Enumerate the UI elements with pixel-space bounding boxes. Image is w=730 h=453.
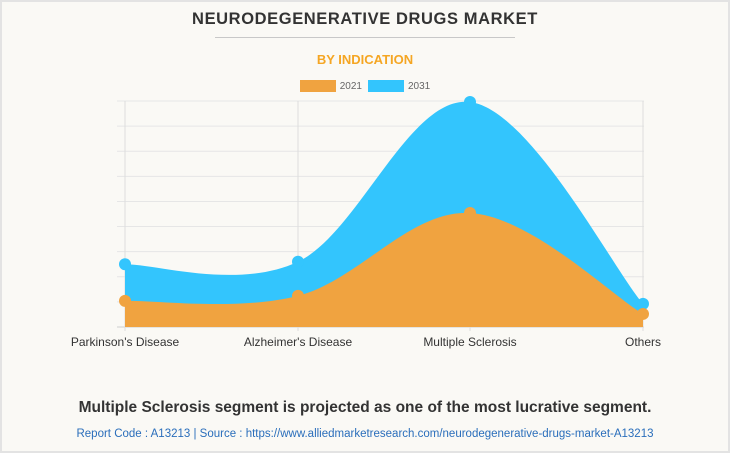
- chart-title: NEURODEGENERATIVE DRUGS MARKET: [192, 10, 538, 28]
- x-axis-labels: Parkinson's Disease Alzheimer's Disease Mu…: [71, 335, 661, 349]
- point-2021-1: [292, 289, 304, 302]
- series-areas: [125, 101, 643, 327]
- point-2021-2: [464, 206, 476, 219]
- chart-subtitle: BY INDICATION: [316, 52, 414, 67]
- area-series-2021: [125, 212, 643, 327]
- headline-text: Multiple Sclerosis segment is projected …: [78, 399, 652, 416]
- legend-label-2021: 2021: [339, 80, 362, 92]
- legend-swatch-2021: [299, 80, 336, 92]
- legend-item-2021[interactable]: 2021: [299, 80, 362, 92]
- source-footer: Report Code : A13213 | Source : https://…: [76, 428, 654, 440]
- x-tick-label: Parkinson's Disease: [71, 335, 180, 349]
- point-2031-1: [292, 255, 304, 268]
- legend: 2021 2031: [0, 80, 730, 92]
- x-tick-label: Multiple Sclerosis: [423, 335, 516, 349]
- legend-swatch-2031: [368, 80, 404, 92]
- legend-item-2031[interactable]: 2031: [368, 80, 430, 92]
- title-divider: [215, 37, 515, 38]
- point-2021-0: [119, 294, 131, 307]
- series-points: [119, 96, 649, 320]
- point-2031-2: [464, 96, 476, 109]
- legend-label-2031: 2031: [408, 80, 431, 92]
- x-tick-label: Others: [625, 335, 661, 349]
- point-2021-3: [637, 307, 649, 320]
- point-2031-3: [637, 297, 649, 310]
- x-tick-label: Alzheimer's Disease: [244, 335, 353, 349]
- point-2031-0: [119, 258, 131, 271]
